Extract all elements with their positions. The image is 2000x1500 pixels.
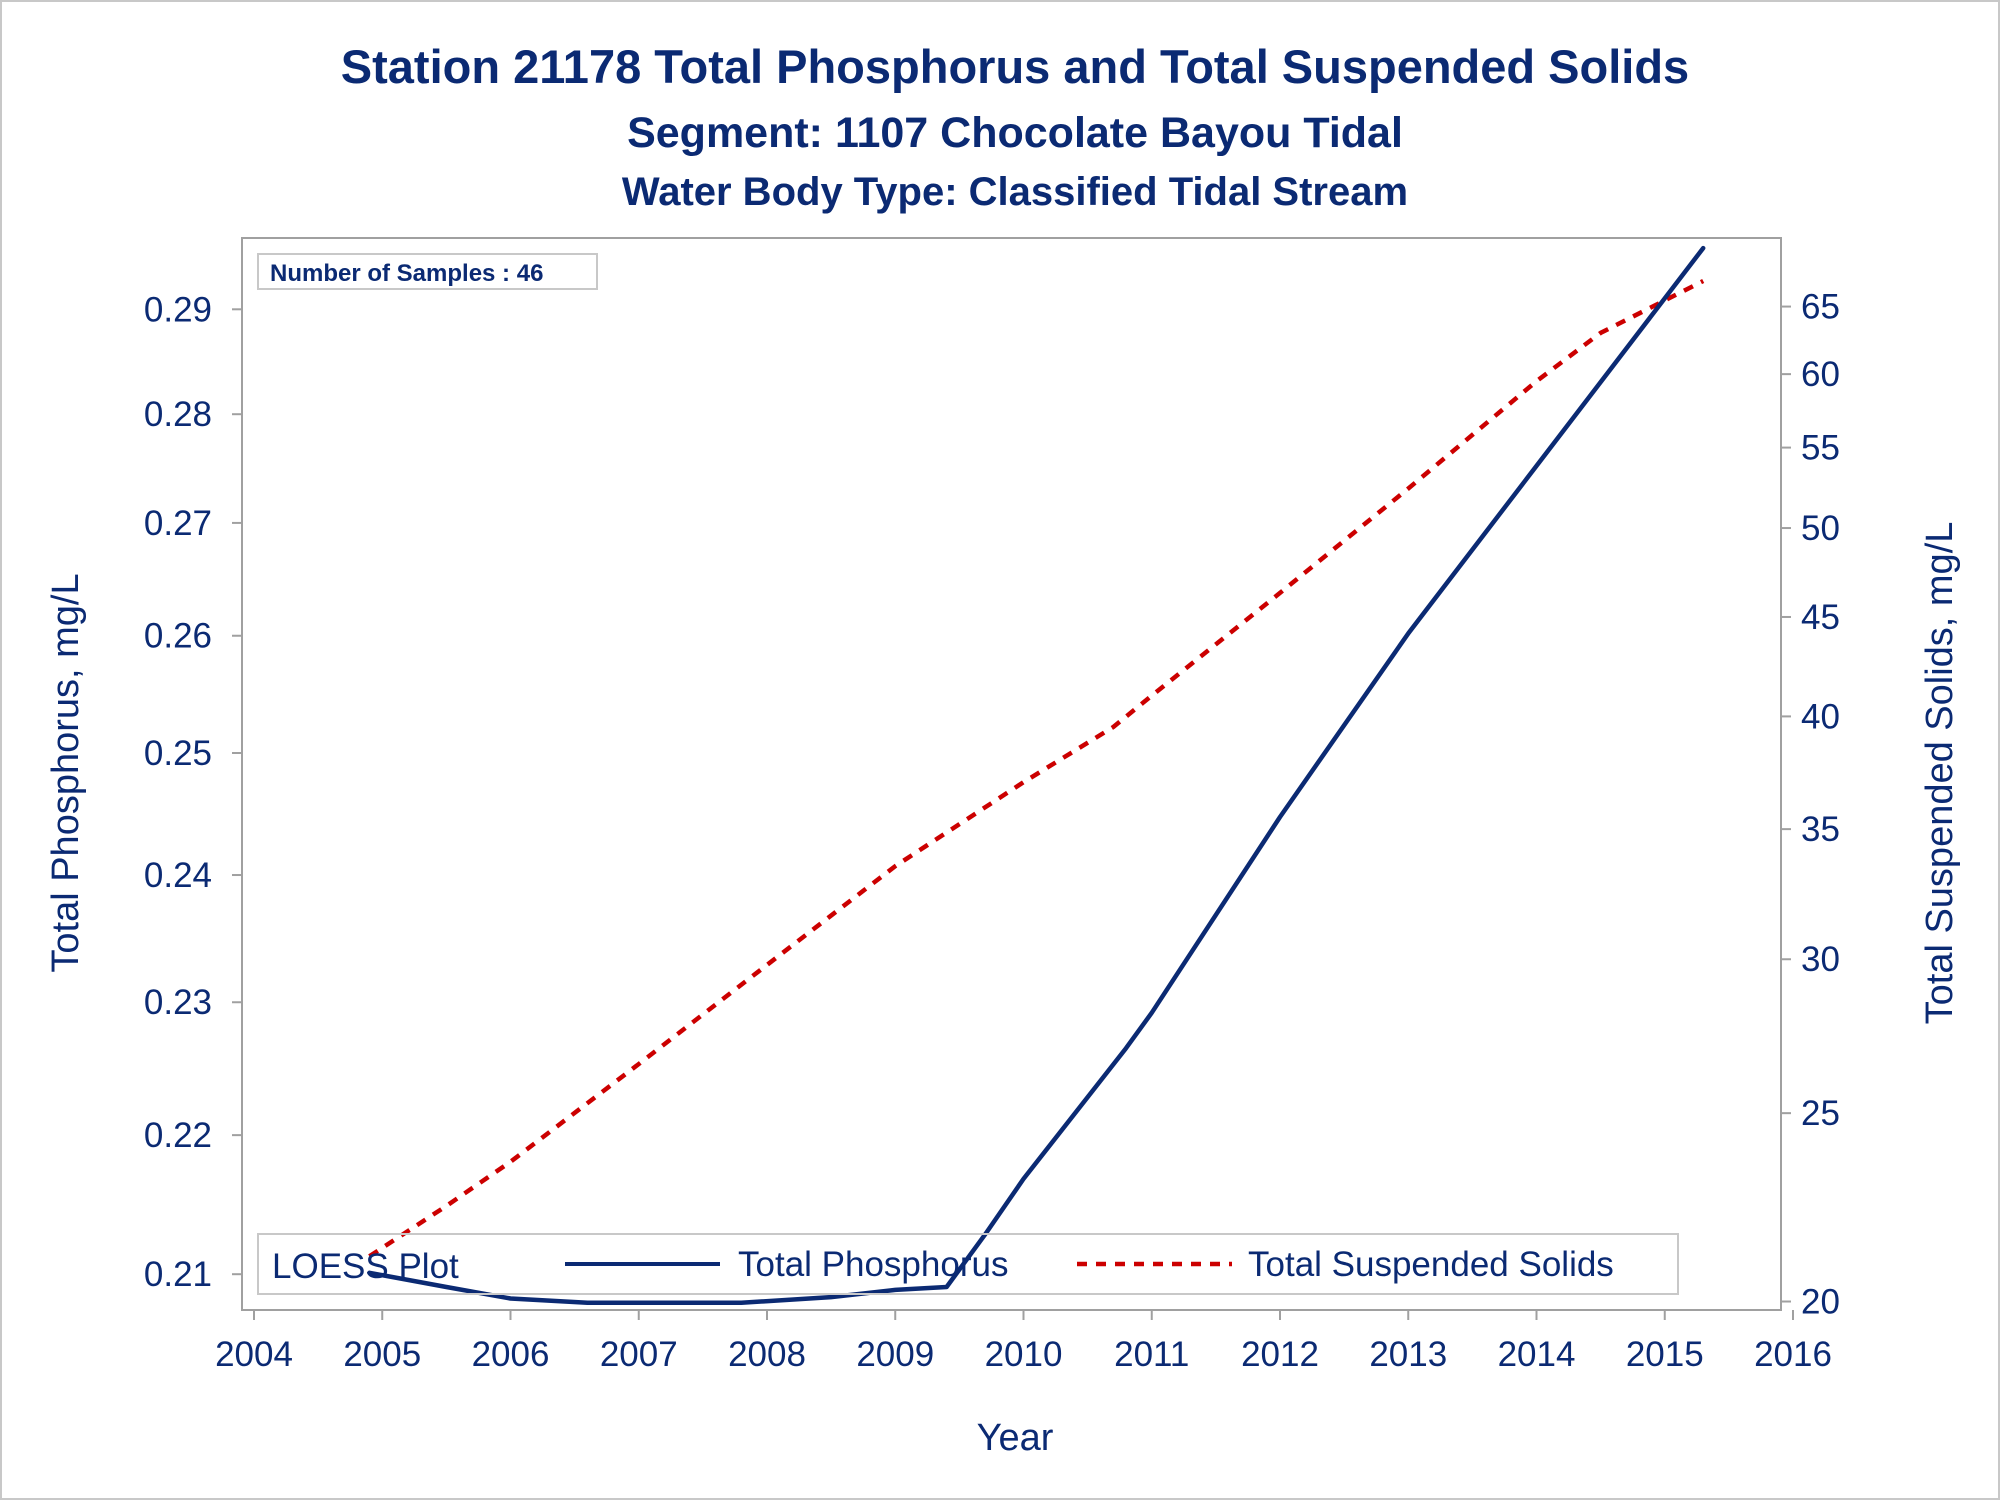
y2-tick-label: 30 [1801, 940, 1840, 979]
y-tick-label: 0.25 [144, 734, 212, 773]
x-axis: 2004 2005 2006 2007 2008 2009 2010 2011 2012 2013… [215, 1310, 1832, 1374]
x-tick-label: 2004 [215, 1335, 293, 1374]
x-tick-label: 2016 [1754, 1335, 1832, 1374]
sample-count-box [257, 253, 598, 290]
sample-count-text: Number of Samples : 46 [270, 260, 543, 287]
y-axis-label: Total Phosphorus, mg/L [45, 573, 87, 972]
series-line-total-suspended-solids [368, 278, 1705, 1259]
chart-subtitle-2: Water Body Type: Classified Tidal Stream [622, 170, 1408, 214]
y-tick-label: 0.23 [144, 983, 212, 1022]
y-tick-label: 0.29 [144, 290, 212, 329]
plot-area [241, 237, 1782, 1311]
y-tick-label: 0.24 [144, 856, 212, 895]
y2-axis-label: Total Suspended Solids, mg/L [1919, 522, 1961, 1025]
x-tick-label: 2011 [1114, 1335, 1189, 1374]
x-tick-label: 2008 [728, 1335, 806, 1374]
x-tick-label: 2010 [985, 1335, 1063, 1374]
legend-label-tss: Total Suspended Solids [1248, 1245, 1614, 1284]
y2-tick-label: 25 [1801, 1094, 1840, 1133]
y-tick-label: 0.28 [144, 395, 212, 434]
y2-tick-label: 35 [1801, 810, 1840, 849]
y-tick-label: 0.26 [144, 617, 212, 656]
y2-tick-label: 40 [1801, 697, 1840, 736]
y-tick-label: 0.21 [144, 1255, 212, 1294]
chart-subtitle: Segment: 1107 Chocolate Bayou Tidal [627, 109, 1403, 157]
y2-tick-label: 20 [1801, 1283, 1840, 1322]
legend: LOESS Plot Total Phosphorus Total Suspen… [257, 1233, 1679, 1295]
y-tick-label: 0.27 [144, 504, 212, 543]
x-tick-label: 2015 [1626, 1335, 1704, 1374]
x-tick-label: 2012 [1241, 1335, 1319, 1374]
x-tick-label: 2013 [1369, 1335, 1447, 1374]
x-tick-label: 2009 [856, 1335, 934, 1374]
x-axis-label: Year [977, 1417, 1054, 1459]
legend-label-phosphorus: Total Phosphorus [738, 1245, 1008, 1284]
x-tick-label: 2006 [472, 1335, 550, 1374]
y-axis-right: 20 25 30 35 40 45 50 55 60 65 [1781, 288, 1840, 1322]
y2-tick-label: 60 [1801, 355, 1840, 394]
x-tick-label: 2005 [343, 1335, 421, 1374]
legend-title: LOESS Plot [272, 1247, 459, 1286]
legend-box [257, 1233, 1679, 1295]
y2-tick-label: 45 [1801, 598, 1840, 637]
sample-count-inset: Number of Samples : 46 [257, 253, 598, 290]
y2-tick-label: 50 [1801, 509, 1840, 548]
y-tick-label: 0.22 [144, 1116, 212, 1155]
y2-tick-label: 65 [1801, 288, 1840, 327]
series-line-total-phosphorus [367, 245, 1706, 1306]
y2-tick-label: 55 [1801, 429, 1840, 468]
x-tick-label: 2014 [1498, 1335, 1576, 1374]
series-group [367, 245, 1706, 1306]
x-tick-label: 2007 [600, 1335, 678, 1374]
chart-title: Station 21178 Total Phosphorus and Total… [341, 40, 1689, 93]
y-axis-left: 0.21 0.22 0.23 0.24 0.25 0.26 0.27 0.28 0.29 [144, 290, 242, 1294]
